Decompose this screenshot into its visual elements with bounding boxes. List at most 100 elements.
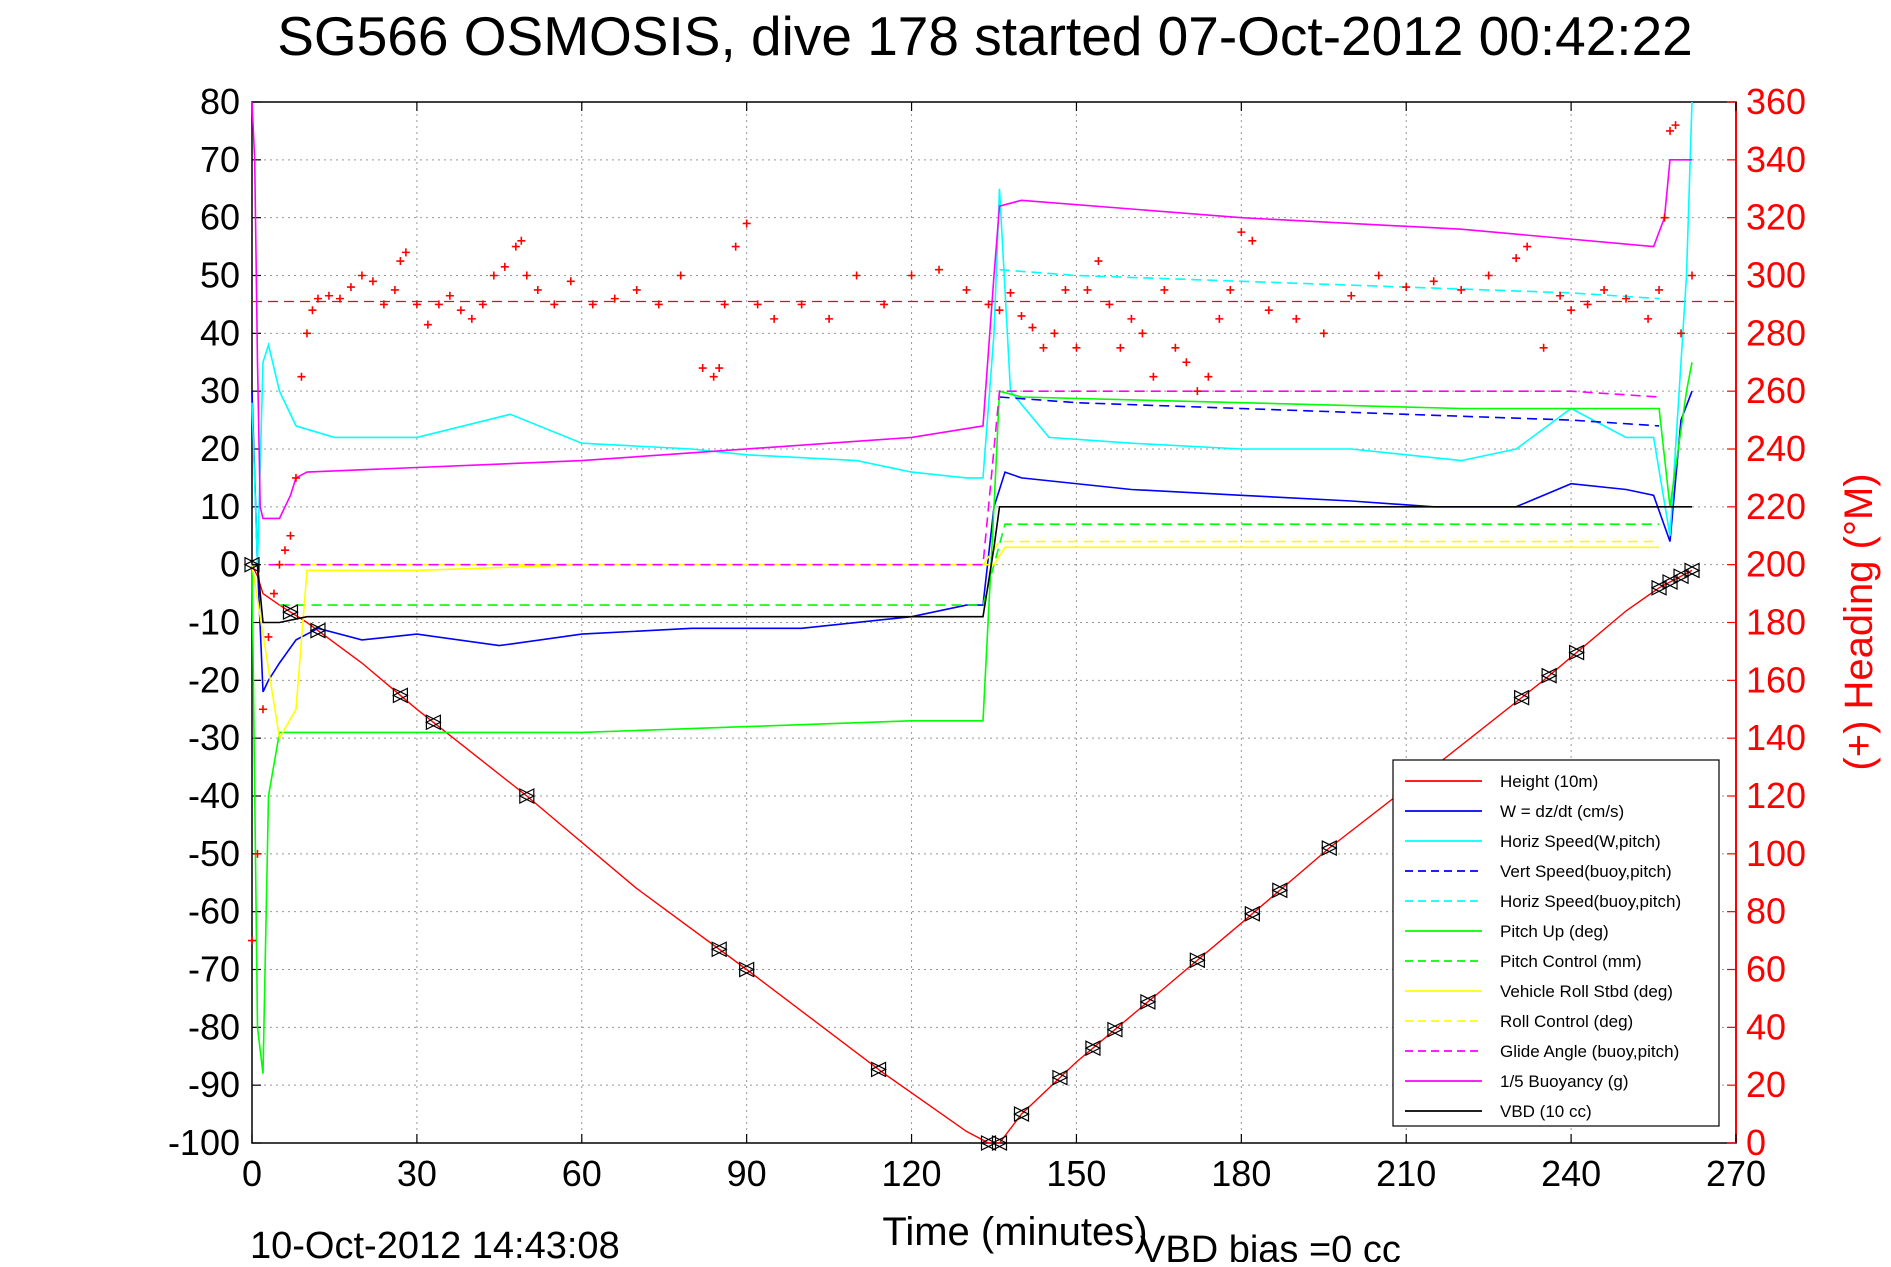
heading-marker	[825, 314, 834, 323]
height-marker	[392, 687, 408, 704]
series-layer	[251, 101, 1736, 1144]
heading-marker	[1083, 285, 1092, 294]
marker-layer	[243, 556, 1701, 1151]
heading-marker	[935, 265, 944, 274]
y-tick-label: 20	[200, 428, 240, 469]
heading-marker	[632, 285, 641, 294]
height-marker	[1683, 562, 1700, 579]
y-tick-label: 50	[200, 255, 240, 296]
heading-marker	[302, 329, 311, 338]
series-line-4	[999, 268, 1660, 300]
y-tick-label: 70	[200, 139, 240, 180]
heading-marker	[1028, 323, 1037, 332]
heading-marker	[1556, 291, 1565, 300]
y2-tick-label: 260	[1746, 370, 1806, 411]
heading-marker	[1226, 285, 1235, 294]
heading-marker	[1264, 306, 1273, 315]
heading-marker	[1484, 271, 1493, 280]
heading-marker	[731, 242, 740, 251]
x-tick-label: 90	[727, 1153, 767, 1194]
heading-marker	[1655, 285, 1664, 294]
heading-marker	[1138, 329, 1147, 338]
heading-marker	[1017, 311, 1026, 320]
y2-tick-label: 340	[1746, 139, 1806, 180]
y2-tick-label: 160	[1746, 659, 1806, 700]
ticks-layer: 0 30 60 90 120 150 180 210 240 270 80 70 60 50 40 30 20 1…	[168, 81, 1806, 1194]
heading-marker	[286, 531, 295, 540]
y2-tick-label: 120	[1746, 775, 1806, 816]
height-marker	[1189, 952, 1205, 969]
y2-tick-label: 20	[1746, 1064, 1786, 1105]
y-tick-label: -60	[188, 891, 240, 932]
heading-marker	[280, 546, 289, 555]
height-marker	[1320, 840, 1337, 857]
heading-marker	[1237, 228, 1246, 237]
heading-marker	[1457, 285, 1466, 294]
height-marker	[1540, 667, 1557, 684]
heading-marker	[1182, 358, 1191, 367]
heading-marker	[907, 271, 916, 280]
series-line-10	[251, 101, 1692, 520]
heading-marker	[434, 300, 443, 309]
height-marker	[980, 1135, 997, 1151]
y-tick-label: -10	[188, 602, 240, 643]
heading-marker	[445, 291, 454, 300]
height-marker	[1139, 993, 1156, 1010]
heading-marker	[308, 306, 317, 315]
heading-marker	[401, 248, 410, 257]
y2-tick-label: 0	[1746, 1122, 1766, 1163]
vbd-bias-label: VBD bias =0 cc	[1140, 1229, 1401, 1262]
x-tick-label: 270	[1706, 1153, 1766, 1194]
heading-marker	[1677, 329, 1686, 338]
x-tick-label: 30	[397, 1153, 437, 1194]
y2-tick-label: 240	[1746, 428, 1806, 469]
series-line-5	[251, 362, 1693, 1074]
heading-marker	[1539, 343, 1548, 352]
heading-marker	[654, 300, 663, 309]
legend-label-8: Roll Control (deg)	[1500, 1012, 1633, 1031]
height-marker	[518, 788, 535, 804]
y2-tick-label: 300	[1746, 255, 1806, 296]
height-marker	[738, 961, 755, 978]
y-tick-label: -70	[188, 949, 240, 990]
height-marker	[1013, 1106, 1030, 1123]
heading-marker	[1660, 213, 1669, 222]
legend-label-0: Height (10m)	[1500, 772, 1598, 791]
series-line-11	[252, 505, 1692, 624]
heading-marker	[676, 271, 685, 280]
chart-title: SG566 OSMOSIS, dive 178 started 07-Oct-2…	[277, 5, 1693, 67]
y2-tick-label: 80	[1746, 891, 1786, 932]
y-tick-label: 0	[220, 544, 240, 585]
legend-label-11: VBD (10 cc)	[1500, 1102, 1592, 1121]
y-tick-label: -50	[188, 833, 240, 874]
heading-marker	[1429, 277, 1438, 286]
heading-marker	[258, 705, 267, 714]
legend-label-1: W = dz/dt (cm/s)	[1500, 802, 1624, 821]
height-marker	[243, 556, 260, 573]
heading-marker	[346, 283, 355, 292]
x-tick-label: 120	[882, 1153, 942, 1194]
heading-marker	[248, 936, 256, 945]
x-tick-label: 0	[242, 1153, 262, 1194]
heading-marker	[324, 291, 333, 300]
heading-marker	[1061, 285, 1070, 294]
y-tick-label: 30	[200, 370, 240, 411]
y2-tick-label: 60	[1746, 949, 1786, 990]
heading-marker	[1050, 329, 1059, 338]
heading-marker	[1193, 387, 1202, 396]
heading-marker	[456, 306, 465, 315]
heading-marker	[269, 589, 278, 598]
y-tick-label: -90	[188, 1064, 240, 1105]
legend-box	[1392, 759, 1720, 1127]
x-tick-label: 240	[1541, 1153, 1601, 1194]
heading-marker	[1402, 283, 1411, 292]
heading-marker	[709, 372, 718, 381]
heading-marker	[1512, 254, 1521, 263]
y-tick-label: 60	[200, 197, 240, 238]
height-marker	[1568, 644, 1585, 661]
heading-marker	[264, 632, 273, 641]
heading-marker	[720, 300, 729, 309]
heading-marker	[522, 271, 531, 280]
